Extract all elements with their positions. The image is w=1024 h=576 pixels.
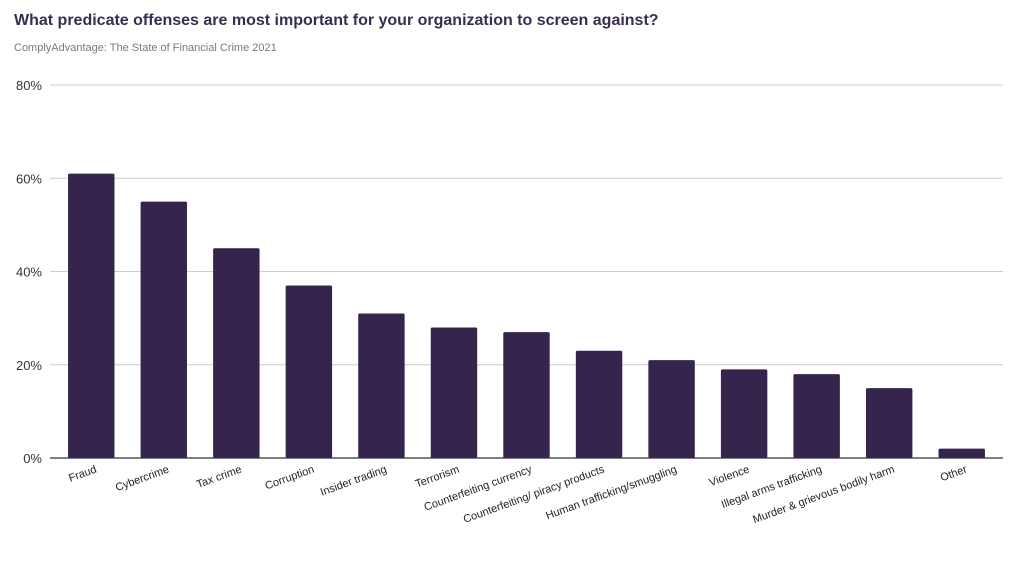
- bar: [213, 248, 260, 458]
- y-tick-label: 40%: [16, 265, 42, 280]
- category-label: Violence: [708, 464, 752, 490]
- category-label: Tax crime: [195, 464, 243, 491]
- category-label: Other: [939, 463, 969, 484]
- category-label: Fraud: [67, 464, 98, 485]
- bar: [648, 360, 695, 458]
- category-label: Cybercrime: [114, 464, 171, 495]
- bar: [938, 448, 985, 458]
- y-tick-label: 80%: [16, 78, 42, 93]
- category-label: Human trafficking/smuggling: [544, 464, 678, 523]
- category-label: Murder & grievous bodily harm: [751, 464, 896, 527]
- bar: [720, 369, 768, 458]
- bars-layer: [68, 173, 985, 458]
- bar: [865, 388, 913, 458]
- bar: [793, 374, 840, 458]
- chart-title: What predicate offenses are most importa…: [14, 12, 659, 29]
- category-label: Terrorism: [414, 464, 461, 491]
- bar: [285, 285, 333, 458]
- bar: [575, 350, 623, 458]
- category-label: Corruption: [264, 464, 316, 493]
- y-tick-label: 20%: [16, 358, 42, 373]
- bar: [503, 332, 550, 458]
- bar: [68, 173, 115, 458]
- y-tick-label: 0%: [23, 451, 42, 466]
- category-label: Counterfeiting/ piracy products: [462, 463, 607, 525]
- bar: [358, 313, 405, 458]
- chart-subtitle: ComplyAdvantage: The State of Financial …: [14, 42, 277, 54]
- bar: [430, 327, 478, 458]
- y-tick-label: 60%: [16, 171, 42, 186]
- category-label: Insider trading: [319, 464, 389, 499]
- bar: [140, 201, 188, 458]
